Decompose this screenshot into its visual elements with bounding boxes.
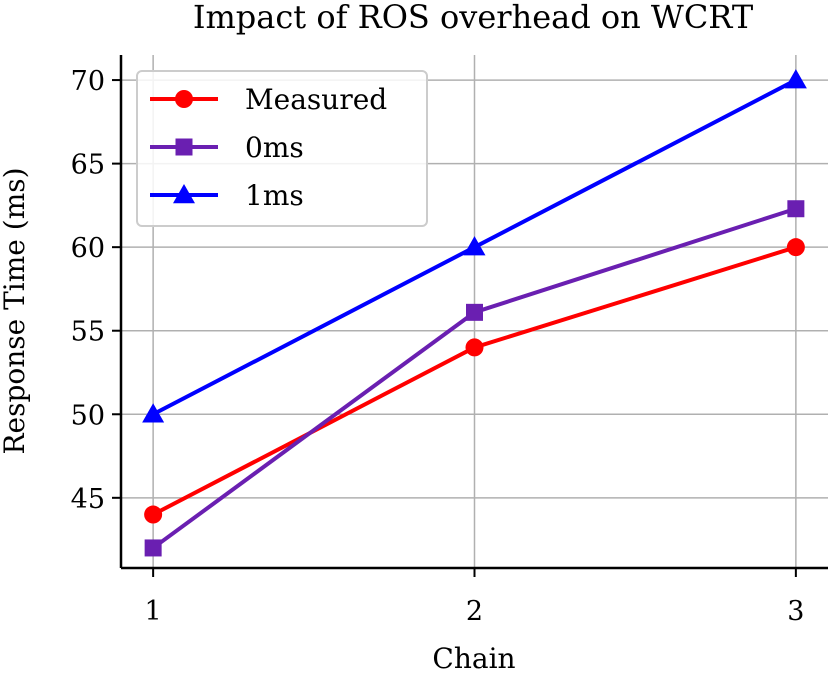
data-point-0ms	[144, 539, 162, 557]
data-point-measured	[144, 505, 163, 524]
data-point-0ms	[787, 200, 805, 218]
x-tick-label: 1	[145, 596, 162, 627]
series-1ms	[142, 69, 807, 423]
legend-item-measured[interactable]: Measured	[150, 83, 387, 116]
x-tick-label: 2	[466, 596, 483, 627]
y-tick-label: 65	[71, 150, 105, 181]
legend-box	[136, 70, 428, 227]
legend-item-0ms[interactable]: 0ms	[150, 131, 304, 164]
data-point-1ms	[784, 69, 807, 89]
legend-label: 1ms	[245, 179, 304, 212]
y-tick-label: 70	[71, 66, 105, 97]
legend[interactable]: Measured 0ms 1ms	[136, 70, 428, 227]
y-axis-label: Response Time (ms)	[0, 167, 31, 454]
data-point-1ms	[463, 236, 486, 256]
series-0ms	[144, 200, 805, 557]
chart-title: Impact of ROS overhead on WCRT	[193, 0, 754, 36]
series-measured	[144, 238, 805, 524]
grid	[121, 55, 828, 568]
ticks: 1 2 3 45 50 55 60 65 70	[71, 66, 805, 627]
data-point-1ms	[142, 403, 165, 423]
legend-marker	[173, 184, 195, 204]
legend-label: 0ms	[245, 131, 304, 164]
y-tick-label: 45	[71, 484, 105, 515]
legend-label: Measured	[245, 83, 387, 116]
data-point-measured	[786, 238, 805, 257]
y-tick-label: 50	[71, 400, 105, 431]
y-tick-label: 60	[71, 233, 105, 264]
data-point-0ms	[466, 303, 483, 321]
x-axis-label: Chain	[432, 642, 515, 675]
data-point-measured	[465, 338, 484, 357]
legend-marker	[175, 138, 193, 156]
legend-item-1ms[interactable]: 1ms	[150, 179, 304, 212]
x-tick-label: 3	[787, 596, 804, 627]
y-tick-label: 55	[71, 317, 105, 348]
series-layer	[142, 69, 807, 557]
legend-marker	[175, 90, 193, 108]
